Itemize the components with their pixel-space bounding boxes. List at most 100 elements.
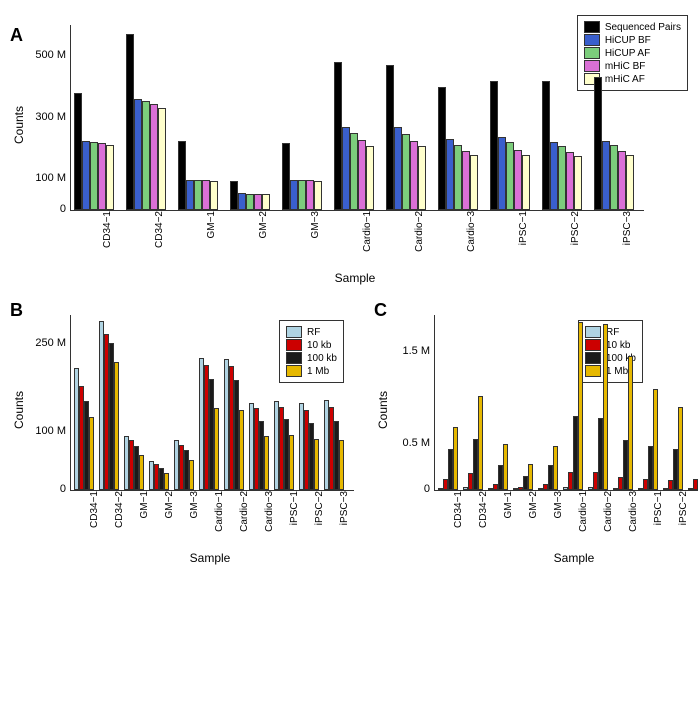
bar: [290, 180, 298, 210]
bar: [306, 180, 314, 210]
bar: [298, 180, 306, 210]
bar: [618, 151, 626, 210]
y-tick: 0: [60, 204, 70, 215]
x-tick-label: iPSC−1: [518, 211, 529, 261]
bar: [282, 143, 290, 210]
bar: [578, 322, 583, 490]
bar-group: [563, 322, 583, 490]
bar: [453, 427, 458, 490]
bar: [246, 194, 254, 210]
bar: [342, 127, 350, 210]
bar: [566, 152, 574, 210]
bar: [98, 143, 106, 210]
bar: [602, 141, 610, 210]
bar: [558, 146, 566, 210]
y-tick: 500 M: [35, 50, 70, 61]
chart-panel-B: BRF10 kb100 kb1 MbCounts250 M100 M0CD34−…: [10, 300, 354, 565]
y-axis-label: Counts: [12, 105, 26, 143]
bar: [89, 417, 94, 490]
bar: [678, 407, 683, 490]
bar: [189, 460, 194, 490]
x-tick-label: CD34−1: [102, 211, 113, 261]
bar-group: [490, 81, 530, 211]
bar: [402, 134, 410, 210]
bar: [158, 108, 166, 210]
bar: [594, 77, 602, 210]
bar-group: [74, 93, 114, 210]
bar: [498, 137, 506, 210]
x-axis-label: Sample: [434, 551, 698, 565]
bar: [254, 194, 262, 210]
bar: [454, 145, 462, 210]
bar-group: [386, 65, 426, 210]
bar: [528, 464, 533, 490]
bar-group: [124, 436, 144, 490]
y-tick: 0: [60, 484, 70, 495]
bar: [550, 142, 558, 210]
bar-group: [126, 34, 166, 210]
bar: [239, 410, 244, 491]
plot-area: [70, 315, 354, 491]
bar-group: [663, 407, 683, 490]
bar: [126, 34, 134, 210]
bar-group: [74, 368, 94, 491]
bar: [603, 324, 608, 490]
bar: [522, 155, 530, 211]
bar: [339, 440, 344, 490]
y-tick: 1.5 M: [402, 346, 434, 357]
bar: [410, 141, 418, 210]
x-tick-label: Cardio−1: [362, 211, 373, 261]
bar: [490, 81, 498, 211]
chart-panel-A: ASequenced PairsHiCUP BFHiCUP AFmHiC BFm…: [10, 25, 688, 285]
bar-group: [274, 401, 294, 490]
y-tick: 300 M: [35, 112, 70, 123]
bar: [210, 181, 218, 210]
bar-group: [149, 461, 169, 490]
bar: [626, 155, 634, 210]
bar-group: [282, 143, 322, 210]
bar: [506, 142, 514, 210]
bar-group: [199, 358, 219, 490]
bar: [314, 439, 319, 490]
y-tick: 0: [424, 484, 434, 495]
bar: [418, 146, 426, 210]
bar: [230, 181, 238, 210]
bar: [194, 180, 202, 210]
x-tick-label: GM−3: [310, 211, 321, 261]
bar-group: [463, 396, 483, 490]
bar: [610, 145, 618, 210]
bar: [106, 145, 114, 210]
bar: [114, 362, 119, 490]
bar-group: [174, 440, 194, 490]
bar-group: [324, 400, 344, 490]
y-axis-label: Counts: [376, 390, 390, 428]
bar-group: [224, 359, 244, 490]
bar-group: [688, 400, 698, 490]
plot-area: [434, 315, 698, 491]
x-tick-label: iPSC−3: [339, 491, 350, 541]
chart-panel-C: CRF10 kb100 kb1 MbCounts1.5 M0.5 M0CD34−…: [374, 300, 698, 565]
bar: [90, 142, 98, 210]
bar-group: [613, 356, 633, 490]
bar: [82, 141, 90, 210]
x-tick-label: Cardio−2: [414, 211, 425, 261]
bar-group: [438, 427, 458, 490]
x-axis-label: Sample: [70, 551, 350, 565]
bar: [358, 140, 366, 210]
bar: [264, 436, 269, 490]
bar-group: [230, 181, 270, 210]
bar: [262, 194, 270, 210]
bar: [186, 180, 194, 210]
bar: [542, 81, 550, 211]
bar-group: [249, 403, 269, 491]
bar-group: [588, 324, 608, 490]
bar: [334, 62, 342, 210]
bar: [289, 435, 294, 490]
bar-group: [334, 62, 374, 210]
x-tick-label: iPSC−3: [622, 211, 633, 261]
bar-group: [538, 446, 558, 490]
bar: [238, 193, 246, 210]
y-axis-label: Counts: [12, 390, 26, 428]
x-tick-label: CD34−2: [154, 211, 165, 261]
bar-group: [178, 141, 218, 210]
